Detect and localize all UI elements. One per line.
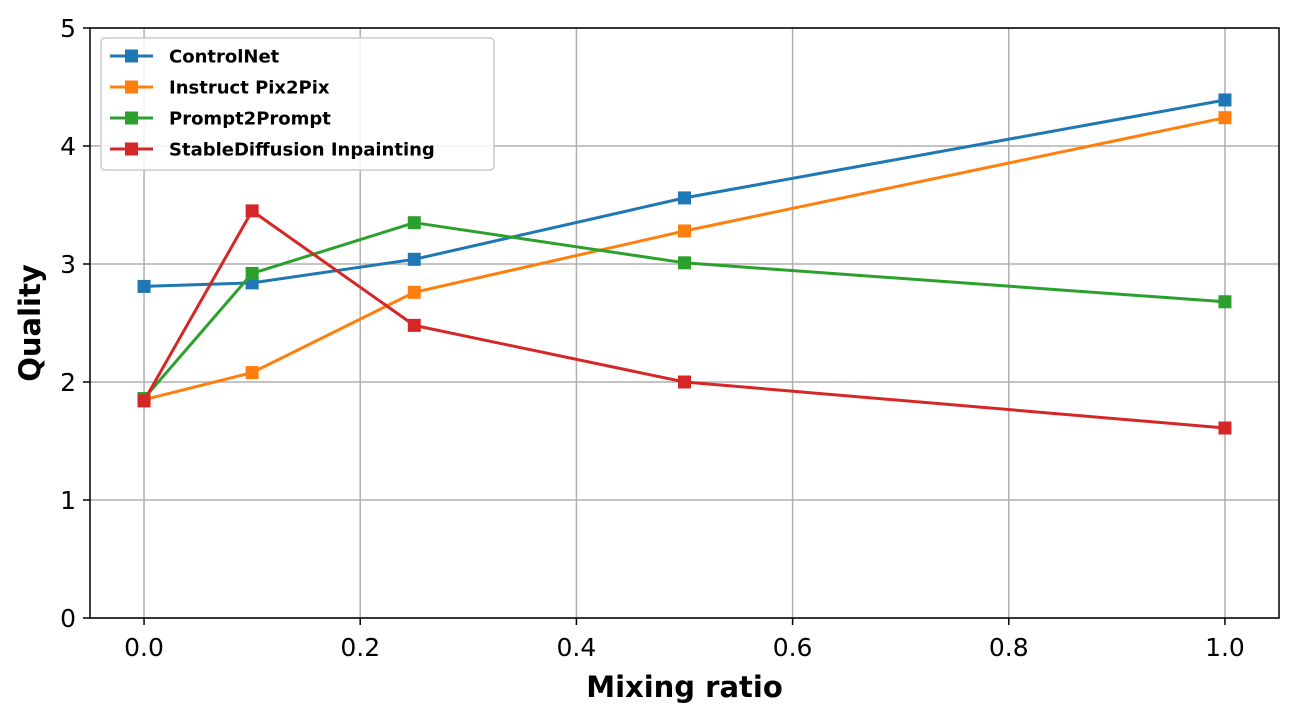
series-stablediffusion-inpainting xyxy=(137,204,1232,435)
y-axis-label: Quality xyxy=(13,264,47,382)
plot-frame xyxy=(89,27,1280,619)
x-tick-label: 1.0 xyxy=(1205,633,1245,662)
legend-item-prompt2prompt: Prompt2Prompt xyxy=(110,109,331,130)
legend-label: Prompt2Prompt xyxy=(169,109,331,130)
data-point-prompt2prompt xyxy=(245,266,259,280)
x-tick-label: 0.6 xyxy=(773,633,813,662)
x-tick-label: 0.2 xyxy=(340,633,380,662)
legend-label: ControlNet xyxy=(169,47,280,68)
x-tick-label: 0.8 xyxy=(989,633,1029,662)
legend-item-instruct-pix2pix: Instruct Pix2Pix xyxy=(110,78,330,99)
y-tick-label: 5 xyxy=(60,14,76,43)
legend: ControlNet Instruct Pix2Pix Prompt2Prompt S… xyxy=(100,37,495,171)
legend-item-stablediffusion-inpainting: StableDiffusion Inpainting xyxy=(110,140,435,161)
x-axis-label: Mixing ratio xyxy=(586,670,783,704)
y-tick-label: 4 xyxy=(60,132,76,161)
x-tick-label: 0.4 xyxy=(557,633,597,662)
data-point-stablediffusion-inpainting xyxy=(407,318,421,332)
data-point-instruct-pix2pix xyxy=(1218,111,1232,125)
legend-marker xyxy=(125,142,138,156)
legend-label: Instruct Pix2Pix xyxy=(169,78,330,99)
data-point-stablediffusion-inpainting xyxy=(137,394,151,408)
data-point-instruct-pix2pix xyxy=(678,224,691,238)
data-point-instruct-pix2pix xyxy=(245,366,259,380)
legend-label: StableDiffusion Inpainting xyxy=(169,140,435,161)
data-point-prompt2prompt xyxy=(678,256,691,270)
data-point-prompt2prompt xyxy=(1218,295,1232,309)
y-tick-label: 0 xyxy=(60,604,76,633)
legend-box xyxy=(100,37,495,171)
axes: 0.0 0.2 0.4 0.6 0.8 1.0 0 1 2 3 4 5 xyxy=(60,14,1245,662)
legend-item-controlnet: ControlNet xyxy=(110,47,280,68)
data-point-instruct-pix2pix xyxy=(407,285,421,299)
data-point-stablediffusion-inpainting xyxy=(245,204,259,218)
legend-marker xyxy=(125,80,138,94)
legend-marker xyxy=(125,49,138,63)
series-controlnet xyxy=(137,93,1232,293)
data-point-stablediffusion-inpainting xyxy=(678,375,691,389)
data-point-controlnet xyxy=(137,279,151,293)
y-tick-label: 3 xyxy=(60,250,76,279)
legend-marker xyxy=(125,111,138,125)
data-point-controlnet xyxy=(407,252,421,266)
series-group xyxy=(137,93,1232,435)
x-tick-label: 0.0 xyxy=(124,633,164,662)
data-point-prompt2prompt xyxy=(407,216,421,230)
data-point-controlnet xyxy=(1218,93,1232,107)
y-tick-label: 2 xyxy=(60,368,76,397)
series-line-stablediffusion-inpainting xyxy=(142,209,1226,430)
data-point-stablediffusion-inpainting xyxy=(1218,421,1232,435)
y-tick-label: 1 xyxy=(60,486,76,515)
data-point-controlnet xyxy=(678,191,691,205)
